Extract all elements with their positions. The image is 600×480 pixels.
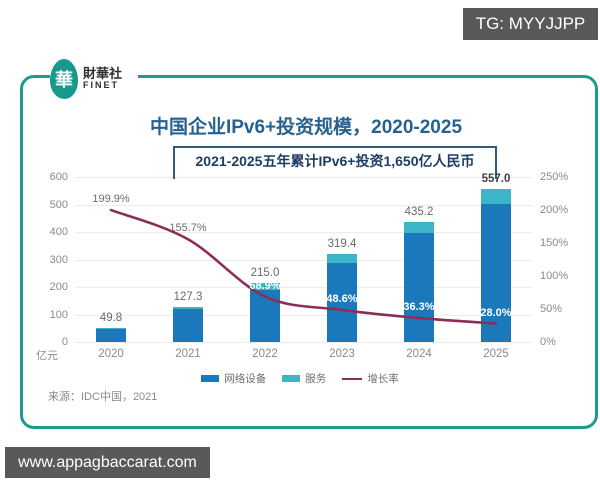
- growth-rate-label: 48.6%: [326, 292, 358, 305]
- x-axis-tick: 2020: [98, 348, 124, 360]
- gridline: [75, 342, 532, 343]
- legend-label: 网络设备: [224, 373, 267, 385]
- bar-segment-network: [327, 263, 357, 342]
- finet-logo: 華 財華社 FINET: [50, 52, 138, 106]
- right-axis-tick: 0%: [540, 336, 556, 348]
- chart-title: 中国企业IPv6+投资规模，2020-2025: [149, 117, 463, 138]
- telegram-watermark: TG: MYYJJPP: [463, 8, 598, 40]
- stacked-bar: [96, 328, 126, 342]
- gridline: [75, 177, 532, 178]
- left-axis-tick: 600: [49, 171, 68, 183]
- logo-name-en: FINET: [83, 80, 119, 91]
- left-axis-tick: 200: [49, 281, 68, 293]
- bar-segment-network: [173, 308, 203, 342]
- growth-rate-label: 28.0%: [480, 306, 512, 319]
- x-axis-tick: 2021: [175, 348, 201, 360]
- gridline: [75, 287, 532, 288]
- legend-item: 服务: [282, 371, 326, 386]
- left-axis-tick: 300: [49, 253, 68, 266]
- legend-line-swatch: [342, 377, 363, 380]
- website-watermark-text: www.appagbaccarat.com: [18, 453, 197, 471]
- gridline: [75, 204, 532, 206]
- logo-wordmark: 財華社 FINET: [83, 67, 122, 90]
- bar-segment-service: [404, 222, 434, 234]
- bar-segment-service: [481, 188, 511, 204]
- stacked-bar: [327, 254, 357, 342]
- content-frame-border: [20, 75, 598, 429]
- bar-value-label: 127.3: [173, 290, 203, 303]
- bar-segment-network: [250, 289, 280, 342]
- source-note: 来源：IDC中国，2021: [48, 391, 158, 403]
- bar-segment-network: [481, 203, 511, 342]
- right-axis-tick: 50%: [540, 303, 563, 315]
- growth-rate-label: 36.3%: [403, 301, 435, 314]
- gridline: [75, 259, 532, 261]
- stacked-bar: [173, 306, 203, 342]
- website-watermark: www.appagbaccarat.com: [5, 447, 210, 478]
- right-axis-tick: 100%: [540, 270, 569, 282]
- bar-value-label: 319.4: [327, 238, 357, 251]
- bar-segment-service: [96, 328, 126, 330]
- bar-segment-service: [173, 306, 203, 309]
- legend-bar-swatch: [282, 375, 301, 382]
- bar-value-label: 49.8: [99, 312, 123, 325]
- legend-bar-swatch: [201, 375, 220, 382]
- growth-rate-label: 68.9%: [249, 279, 281, 292]
- cumulative-investment-bracket: 2021-2025五年累计IPv6+投资1,650亿人民币: [173, 146, 497, 179]
- right-axis-tick: 250%: [540, 171, 569, 183]
- bar-value-label: 215.0: [250, 266, 280, 279]
- logo-name-cn: 財華社: [83, 66, 123, 82]
- gridline: [75, 314, 532, 316]
- left-axis-tick: 500: [49, 198, 68, 211]
- left-axis-unit-label: 亿元: [36, 350, 58, 362]
- stacked-bar: [404, 222, 434, 342]
- gridline: [75, 232, 532, 233]
- right-axis-tick: 200%: [540, 204, 569, 216]
- chart-legend: 网络设备 服务 增长率: [20, 371, 580, 386]
- legend-item: 增长率: [342, 371, 399, 386]
- growth-rate-label: 199.9%: [92, 193, 130, 206]
- legend-item: 网络设备: [201, 371, 266, 386]
- left-axis-tick: 100: [49, 308, 68, 321]
- right-axis-tick: 150%: [540, 237, 569, 249]
- bar-segment-network: [404, 233, 434, 342]
- finet-logo-icon: 華: [50, 59, 78, 99]
- bar-value-label: 435.2: [404, 206, 434, 219]
- legend-label: 增长率: [367, 373, 399, 385]
- growth-rate-label: 155.7%: [169, 222, 207, 235]
- stacked-bar: [481, 188, 511, 342]
- x-axis-tick: 2024: [406, 348, 432, 360]
- legend-label: 服务: [305, 373, 327, 385]
- stacked-bar: [250, 282, 280, 342]
- left-axis-tick: 400: [49, 226, 68, 238]
- x-axis-tick: 2022: [252, 348, 278, 360]
- bar-segment-service: [327, 254, 357, 264]
- bar-value-label: 557.0: [481, 172, 511, 185]
- x-axis-tick: 2023: [329, 348, 355, 360]
- cumulative-investment-text: 2021-2025五年累计IPv6+投资1,650亿人民币: [195, 153, 475, 169]
- logo-glyph: 華: [55, 70, 73, 90]
- bar-segment-network: [96, 329, 126, 342]
- telegram-watermark-text: TG: MYYJJPP: [475, 14, 586, 33]
- bar-segment-service: [250, 282, 280, 290]
- left-axis-tick: 0: [61, 336, 68, 348]
- x-axis-tick: 2025: [483, 348, 509, 360]
